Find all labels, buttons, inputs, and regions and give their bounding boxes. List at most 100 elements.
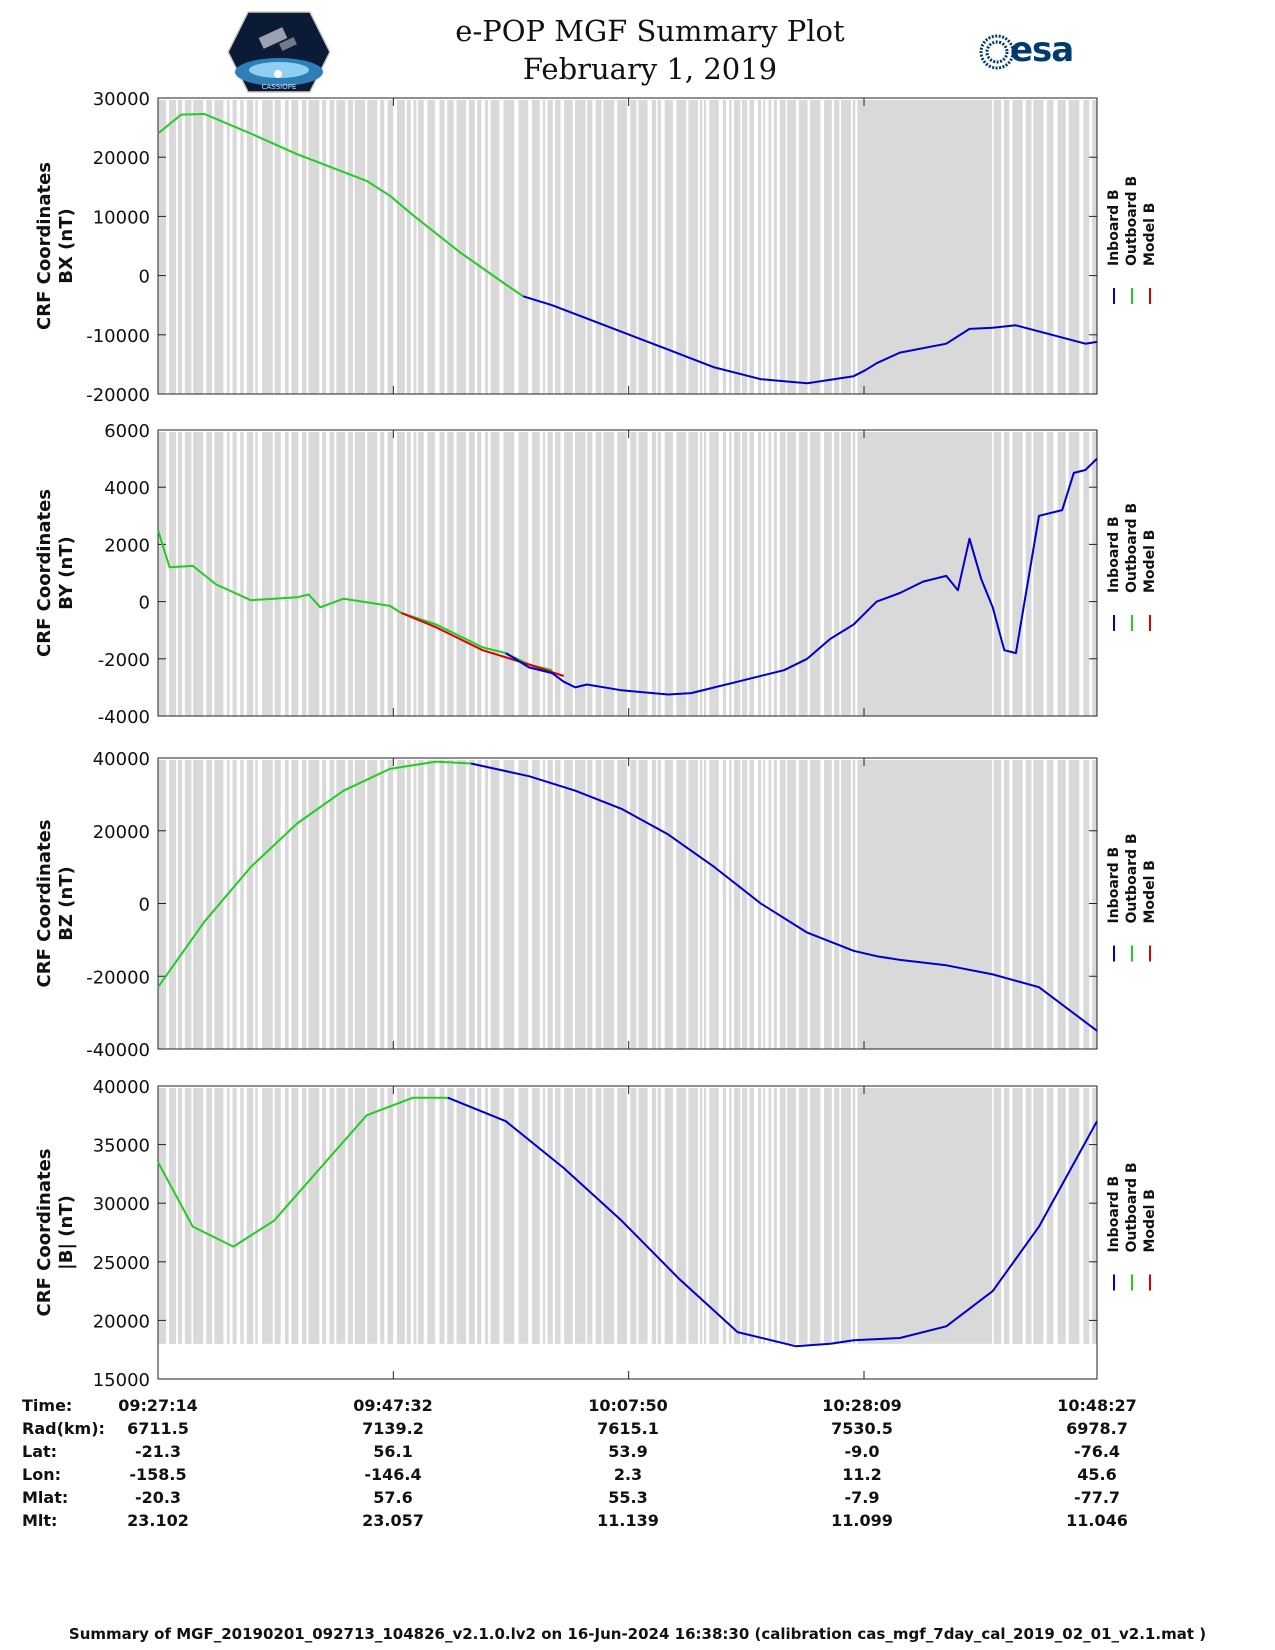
data-gap-stripe <box>636 432 639 716</box>
ephemeris-value: 09:47:32 <box>353 1396 433 1415</box>
data-gap-stripe <box>552 1088 555 1344</box>
data-gap-stripe <box>345 760 348 1049</box>
y-tick-label: 20000 <box>93 822 150 843</box>
data-gap-stripe <box>410 1088 414 1344</box>
data-gap-stripe <box>718 100 723 394</box>
data-gap-stripe <box>855 100 858 394</box>
y-axis-label-line1: CRF Coordinates <box>34 162 55 330</box>
data-gap-stripe <box>647 760 652 1049</box>
data-gap-stripe <box>754 432 758 716</box>
data-gap-stripe <box>552 760 555 1049</box>
y-tick-label: 4000 <box>104 478 150 499</box>
data-gap-stripe <box>1031 760 1034 1049</box>
data-gap-stripe <box>740 1088 742 1344</box>
data-gap-stripe <box>831 432 835 716</box>
data-gap-stripe <box>444 100 448 394</box>
data-gap-stripe <box>334 100 337 394</box>
data-gap-stripe <box>306 432 309 716</box>
y-axis-label-line1: CRF Coordinates <box>34 1149 55 1317</box>
data-gap-stripe <box>672 1088 677 1344</box>
data-gap-stripe <box>326 760 330 1049</box>
data-gap-stripe <box>416 1088 419 1344</box>
data-gap-stripe <box>223 432 227 716</box>
data-gap-stripe <box>1079 100 1084 394</box>
data-gap-stripe <box>334 1088 337 1344</box>
data-gap-stripe <box>453 432 457 716</box>
data-gap-stripe <box>1065 760 1069 1049</box>
data-gap-stripe <box>229 100 233 394</box>
y-tick-label: 10000 <box>93 207 150 228</box>
data-gap-stripe <box>592 432 596 716</box>
data-gap-stripe <box>257 432 263 716</box>
data-gap-stripe <box>243 1088 247 1344</box>
data-gap-stripe <box>352 760 355 1049</box>
legend-label: Inboard B <box>1106 847 1122 924</box>
data-gap-stripe <box>545 100 548 394</box>
data-gap-stripe <box>785 100 788 394</box>
data-gap-stripe <box>404 1088 407 1344</box>
data-gap-stripe <box>702 760 704 1049</box>
data-gap-stripe <box>212 760 215 1049</box>
data-gap-stripe <box>697 1088 700 1344</box>
data-gap-stripe <box>1001 1088 1004 1344</box>
data-gap-stripe <box>404 432 407 716</box>
data-gap-stripe <box>212 1088 215 1344</box>
data-gap-stripe <box>1001 760 1004 1049</box>
data-gap-stripe <box>514 432 519 716</box>
data-gap-stripe <box>614 432 618 716</box>
data-gap-stripe <box>253 100 256 394</box>
data-gap-stripe <box>702 1088 704 1344</box>
data-gap-stripe <box>384 100 388 394</box>
data-gap-stripe <box>203 760 207 1049</box>
data-gap-stripe <box>672 760 677 1049</box>
data-gap-stripe <box>601 100 604 394</box>
data-gap-stripe <box>686 760 689 1049</box>
data-gap-stripe <box>1053 760 1058 1049</box>
legend-label: Outboard B <box>1124 1162 1140 1252</box>
y-tick-label: 40000 <box>93 749 150 770</box>
data-gap-stripe <box>656 432 658 716</box>
ephemeris-value: 2.3 <box>614 1465 642 1484</box>
data-gap-stripe <box>831 100 835 394</box>
data-gap-stripe <box>706 432 710 716</box>
data-gap-stripe <box>820 1088 825 1344</box>
data-gap-stripe <box>761 432 764 716</box>
legend-label: Inboard B <box>1106 189 1122 266</box>
data-gap-stripe <box>1089 760 1093 1049</box>
data-gap-stripe <box>1053 100 1058 394</box>
data-gap-stripe <box>404 100 407 394</box>
data-gap-stripe <box>236 760 241 1049</box>
data-gap-stripe <box>539 1088 543 1344</box>
y-tick-label: 35000 <box>93 1136 150 1157</box>
series-outboard-b <box>157 760 472 988</box>
data-gap-stripe <box>731 760 734 1049</box>
data-gap-stripe <box>572 760 575 1049</box>
data-gap-stripe <box>365 1088 368 1344</box>
ephemeris-value: 11.2 <box>842 1465 881 1484</box>
data-gap-stripe <box>702 432 704 716</box>
data-gap-stripe <box>626 760 631 1049</box>
data-gap-stripe <box>416 100 419 394</box>
data-gap-stripe <box>166 100 169 394</box>
data-gap-stripe <box>776 1088 780 1344</box>
data-gap-stripe <box>850 432 853 716</box>
data-gap-stripe <box>488 100 491 394</box>
data-gap-stripe <box>326 432 330 716</box>
data-gap-stripe <box>1031 1088 1034 1344</box>
y-axis-label-line2: BY (nT) <box>56 536 77 610</box>
data-gap-stripe <box>280 432 285 716</box>
data-gap-stripe <box>288 760 292 1049</box>
legend-label: Outboard B <box>1124 503 1140 593</box>
data-gap-stripe <box>423 100 428 394</box>
axes-box <box>157 97 1098 395</box>
data-gap-stripe <box>298 1088 302 1344</box>
data-gap-stripe <box>855 1088 858 1344</box>
series-outboard-b <box>157 1096 448 1248</box>
file-summary-footer: Summary of MGF_20190201_092713_104826_v2… <box>68 1625 1207 1643</box>
data-gap-stripe <box>345 432 348 716</box>
data-gap-stripe <box>203 1088 207 1344</box>
data-gap-stripe <box>785 760 788 1049</box>
data-gap-stripe <box>435 760 440 1049</box>
data-gap-stripe <box>528 432 532 716</box>
data-gap-stripe <box>839 100 842 394</box>
